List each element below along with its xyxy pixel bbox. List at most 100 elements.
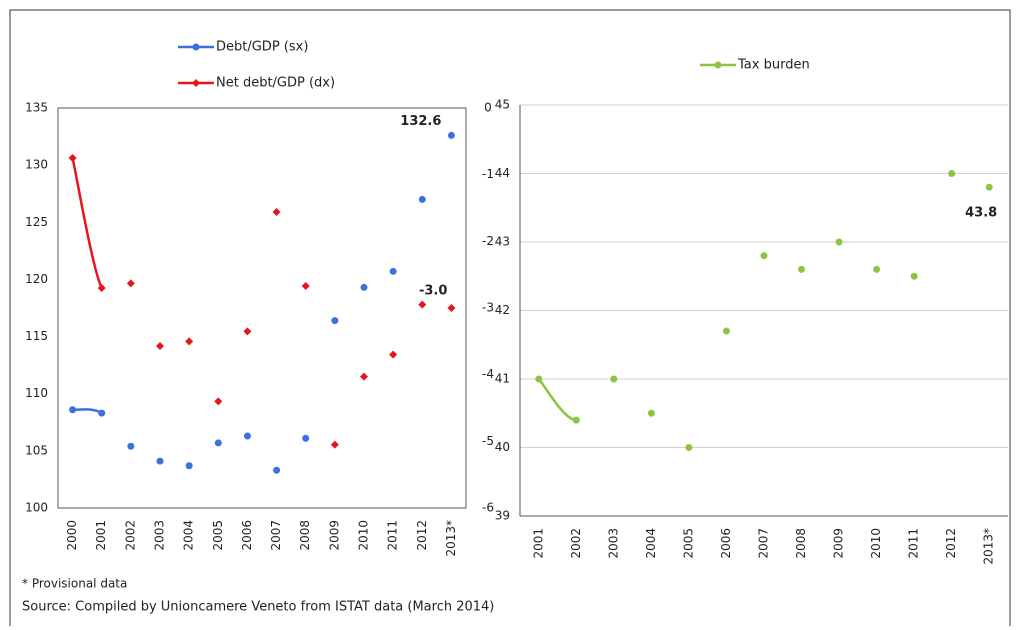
marker xyxy=(192,79,200,87)
data-label: 132.6 xyxy=(400,114,441,129)
x-tick-label: 2001 xyxy=(531,528,545,559)
marker xyxy=(302,434,310,442)
x-tick-label: 2009 xyxy=(832,528,846,559)
frame xyxy=(9,9,1011,630)
x-tick-label: 2004 xyxy=(182,520,196,551)
marker xyxy=(760,252,768,260)
y-tick-label: 120 xyxy=(25,272,48,286)
footnote: * Provisional data xyxy=(22,577,127,591)
marker xyxy=(360,372,368,381)
marker xyxy=(572,416,580,424)
x-tick-label: 2007 xyxy=(269,520,283,551)
marker xyxy=(185,337,194,346)
marker xyxy=(214,439,222,447)
marker xyxy=(156,457,164,465)
marker xyxy=(685,444,693,451)
marker xyxy=(948,170,956,177)
marker xyxy=(126,279,135,288)
y-tick-label: 42 xyxy=(495,303,510,317)
series-line xyxy=(72,408,103,415)
marker xyxy=(156,342,164,350)
y-tick-label: 41 xyxy=(495,372,510,386)
x-tick-label: 2005 xyxy=(681,528,695,559)
x-tick-label: 2006 xyxy=(719,528,733,559)
y2-tick-label: -5 xyxy=(482,434,494,448)
marker xyxy=(418,300,427,309)
source: Source: Compiled by Unioncamere Veneto f… xyxy=(22,600,494,615)
marker xyxy=(798,265,806,273)
y2-tick-label: -4 xyxy=(482,367,494,381)
y-tick-label: 100 xyxy=(25,501,48,515)
marker xyxy=(535,375,543,383)
series-line xyxy=(537,378,577,422)
x-tick-label: 2003 xyxy=(606,528,620,559)
y2-tick-label: -1 xyxy=(482,167,494,181)
plot-border xyxy=(57,107,467,509)
y-tick-label: 39 xyxy=(495,509,510,523)
marker xyxy=(985,183,993,191)
marker xyxy=(722,327,730,335)
y-tick-label: 110 xyxy=(25,386,48,400)
x-tick-label: 2006 xyxy=(240,520,254,551)
x-tick-label: 2009 xyxy=(327,520,341,551)
marker xyxy=(192,43,200,51)
x-tick-label: 2012 xyxy=(944,528,958,559)
marker xyxy=(127,442,135,450)
x-tick-label: 2011 xyxy=(386,520,400,551)
x-tick-label: 2000 xyxy=(65,520,79,551)
marker xyxy=(447,131,455,139)
marker xyxy=(98,409,106,417)
marker xyxy=(330,440,339,449)
x-tick-label: 2013* xyxy=(444,520,458,557)
x-tick-label: 2002 xyxy=(569,528,583,559)
marker xyxy=(447,304,456,312)
y-tick-label: 45 xyxy=(495,98,510,112)
marker xyxy=(185,462,193,470)
x-tick-label: 2010 xyxy=(869,528,883,559)
marker xyxy=(714,61,722,69)
marker xyxy=(243,327,252,336)
marker xyxy=(835,238,843,246)
y-tick-label: 135 xyxy=(25,101,48,115)
marker xyxy=(243,432,251,440)
marker xyxy=(68,154,77,162)
x-tick-label: 2007 xyxy=(757,528,771,559)
marker xyxy=(360,283,368,291)
marker xyxy=(647,409,655,417)
data-label: 43.8 xyxy=(965,206,997,221)
y2-tick-label: 0 xyxy=(484,101,492,115)
y-tick-label: 43 xyxy=(495,235,510,249)
x-tick-label: 2011 xyxy=(907,528,921,559)
series-line xyxy=(71,157,103,289)
x-tick-label: 2008 xyxy=(298,520,312,551)
marker xyxy=(331,317,339,325)
x-tick-label: 2008 xyxy=(794,528,808,559)
y-tick-label: 44 xyxy=(495,166,510,180)
marker xyxy=(389,267,397,275)
x-tick-label: 2013* xyxy=(982,528,996,565)
marker xyxy=(610,375,618,383)
y-tick-label: 115 xyxy=(25,329,48,343)
y2-tick-label: -2 xyxy=(482,234,494,248)
y2-tick-label: -6 xyxy=(482,501,494,515)
x-tick-label: 2002 xyxy=(123,520,137,551)
legend-label: Net debt/GDP (dx) xyxy=(216,76,335,91)
legend-label: Tax burden xyxy=(737,58,810,73)
marker xyxy=(272,208,281,216)
x-tick-label: 2001 xyxy=(94,520,108,551)
x-tick-label: 2003 xyxy=(153,520,167,551)
marker xyxy=(418,195,426,203)
marker xyxy=(389,350,398,359)
marker xyxy=(273,466,281,474)
marker xyxy=(910,272,918,280)
legend-label: Debt/GDP (sx) xyxy=(216,40,308,55)
marker xyxy=(301,282,310,290)
x-tick-label: 2004 xyxy=(644,528,658,559)
data-label: -3.0 xyxy=(419,284,447,299)
x-tick-label: 2012 xyxy=(415,520,429,551)
y-tick-label: 105 xyxy=(25,443,48,457)
x-tick-label: 2010 xyxy=(357,520,371,551)
marker xyxy=(873,265,881,273)
x-tick-label: 2005 xyxy=(211,520,225,551)
marker xyxy=(97,284,106,292)
